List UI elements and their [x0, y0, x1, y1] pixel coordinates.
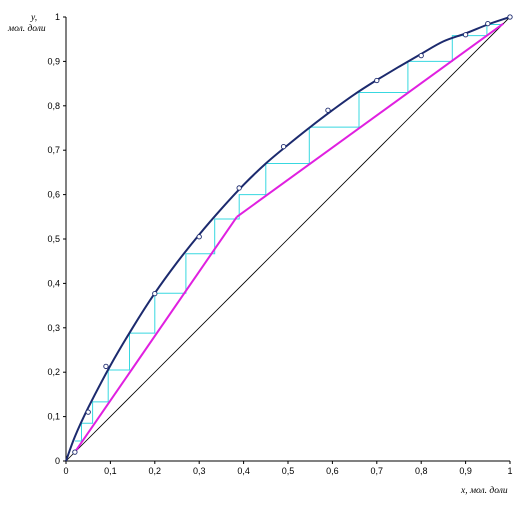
- x-tick-label: 0,7: [371, 466, 384, 476]
- stepping-line: [74, 24, 503, 442]
- y-tick-label: 0,7: [47, 145, 60, 155]
- experimental-point: [152, 290, 158, 297]
- diagonal-line-group: [65, 16, 511, 462]
- x-tick-label: 0,4: [237, 466, 250, 476]
- experimental-point: [196, 234, 202, 240]
- experimental-point: [507, 14, 513, 20]
- x-tick-label: 0,5: [282, 466, 295, 476]
- stepping-series-group: [74, 24, 503, 442]
- experimental-point: [236, 185, 242, 191]
- operating-line-group: [74, 22, 504, 453]
- experimental-point: [85, 409, 91, 415]
- y-axis-label-line1: y,: [30, 13, 37, 23]
- y-tick-label: 0,9: [47, 56, 60, 66]
- y-tick-label: 0,3: [47, 323, 60, 333]
- x-axis-label: x, мол. доли: [460, 485, 508, 496]
- y-axis-label-line2: мол. доли: [7, 23, 46, 34]
- x-tick-label: 0,9: [459, 466, 472, 476]
- x-tick-label: 0,2: [149, 466, 162, 476]
- equilibrium-curve: [65, 16, 511, 462]
- experimental-point: [485, 21, 491, 27]
- y-tick-label: 0,4: [47, 278, 60, 288]
- x-tick-label: 1: [507, 466, 512, 476]
- x-tick-label: 0: [63, 466, 68, 476]
- y-tick-label: 0,5: [47, 234, 60, 244]
- experimental-point: [462, 32, 469, 38]
- y-tick-label: 0,6: [47, 190, 60, 200]
- experimental-point: [103, 363, 109, 370]
- experimental-point: [374, 77, 380, 84]
- x-tick-label: 0,6: [326, 466, 339, 476]
- x-tick-label: 0,3: [193, 466, 206, 476]
- experimental-point: [72, 449, 78, 455]
- y-tick-label: 0,8: [47, 101, 60, 111]
- x-tick-label: 0,1: [104, 466, 117, 476]
- y-tick-label: 1: [55, 12, 60, 22]
- chart-axes: [63, 16, 511, 464]
- equilibrium-curve-group: [65, 16, 511, 462]
- diagonal-line: [65, 16, 511, 462]
- experimental-point: [325, 107, 331, 113]
- experimental-point: [280, 143, 287, 150]
- y-tick-label: 0,1: [47, 412, 60, 422]
- y-tick-label: 0,2: [47, 367, 60, 377]
- y-tick-label: 0: [55, 456, 60, 466]
- operating-line-upper: [236, 22, 504, 218]
- x-tick-label: 0,8: [415, 466, 428, 476]
- tick-labels-group: 0 0,1 0,2 0,3 0,4 0,5 0,6 0,7 0,8 0,9 1 0 0,1 0,2 0,3 0…: [47, 12, 512, 476]
- experimental-points-group: [72, 14, 513, 455]
- experimental-point: [418, 52, 424, 59]
- operating-line-lower: [74, 216, 238, 453]
